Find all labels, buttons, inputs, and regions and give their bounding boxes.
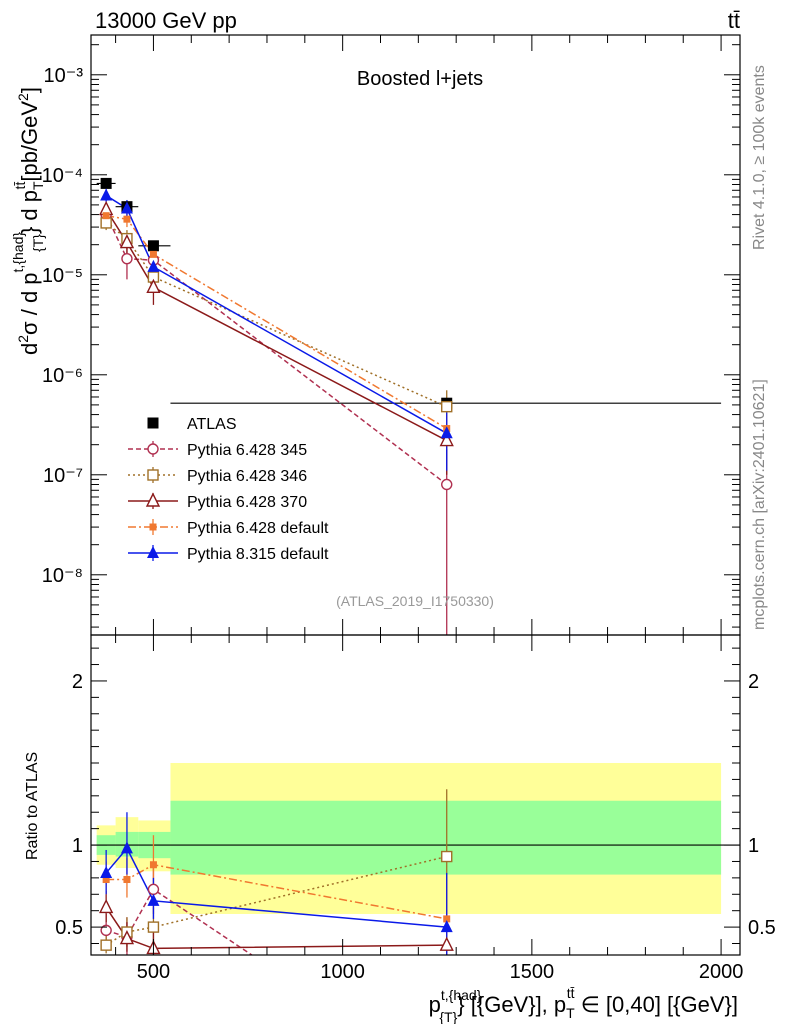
main-ytick-label: 10⁻⁴ xyxy=(42,165,83,187)
main-frame xyxy=(90,34,741,636)
ratio-plot-area xyxy=(91,763,740,955)
ratio-xtick-label: 1500 xyxy=(510,961,555,983)
ratio-ytick-label: 0.5 xyxy=(55,917,83,939)
main-panel: 10⁻³10⁻⁴10⁻⁵10⁻⁶10⁻⁷10⁻⁸ Boosted l+jets … xyxy=(10,34,741,636)
legend-marker xyxy=(145,492,161,507)
ratio-axes: 0.5 0.5 1 1 2 2 500 1000 1500 2000 xyxy=(55,635,776,983)
ratio-series-3-line xyxy=(106,863,447,920)
mcplots-label: mcplots.cern.ch [arXiv:2401.10621] xyxy=(751,379,768,630)
series-2-point xyxy=(100,217,112,229)
series-4-point xyxy=(102,212,110,220)
series-3-point xyxy=(439,431,454,447)
ratio-series-3-point xyxy=(102,876,110,884)
ratio-xtick-label: 1000 xyxy=(320,961,365,983)
ratio-series-3-point xyxy=(443,915,451,923)
legend-marker xyxy=(149,523,157,531)
series-3-line xyxy=(105,209,448,442)
main-plot-area xyxy=(96,177,722,635)
ratio-ytick-label: 1 xyxy=(72,835,83,857)
legend-label: Pythia 6.428 default xyxy=(187,520,329,537)
ratio-series-0-line xyxy=(105,888,253,955)
chart-title: Boosted l+jets xyxy=(357,68,483,90)
series-5-point xyxy=(120,201,133,214)
uncertainty-band-green xyxy=(170,800,722,875)
legend-marker xyxy=(147,546,159,558)
ratio-ylabel: Ratio to ATLAS xyxy=(24,752,41,860)
ratio-series-2-point xyxy=(439,936,454,951)
ratio-series-4-line xyxy=(105,846,447,928)
main-series-group xyxy=(96,177,722,635)
series-1-point xyxy=(441,478,453,491)
ratio-ytick-label: 2 xyxy=(72,671,83,693)
ratio-ytick-label-right: 2 xyxy=(748,671,759,693)
main-ytick-label: 10⁻³ xyxy=(44,65,84,87)
legend-label: Pythia 6.428 370 xyxy=(187,494,307,511)
ratio-series-0-point xyxy=(147,883,160,896)
ratio-series-3-point xyxy=(123,876,131,884)
header-left: 13000 GeV pp xyxy=(95,8,237,33)
series-3-point xyxy=(119,234,135,249)
main-ylabel: d2σ / d pt,{had} {T}} d pTtt̄[pb/GeV2] xyxy=(10,87,46,355)
ratio-series-4-point xyxy=(147,893,160,906)
main-ytick-label: 10⁻⁶ xyxy=(42,365,83,387)
series-5-point xyxy=(147,259,160,272)
ratio-series-0-point xyxy=(100,924,112,937)
main-ytick-label: 10⁻⁵ xyxy=(42,265,83,287)
series-5-point xyxy=(440,426,453,439)
ratio-series-4-point xyxy=(120,841,133,854)
ratio-frame xyxy=(90,634,741,956)
legend-label: Pythia 8.315 default xyxy=(187,546,329,563)
legend-label: Pythia 6.428 346 xyxy=(187,468,307,485)
ratio-xlabel: pt,{had} {T}} [{GeV}], pTtt̄ ∈ [0,40] [{G… xyxy=(429,985,738,1024)
series-2-point xyxy=(441,400,453,413)
series-5-line xyxy=(105,194,448,434)
ratio-ytick-label-right: 0.5 xyxy=(748,917,776,939)
series-4-point xyxy=(149,250,157,258)
main-ytick-label: 10⁻⁸ xyxy=(42,565,83,587)
legend: ATLAS Pythia 6.428 345 Pythia 6.428 346 Pyt… xyxy=(128,416,329,563)
ratio-series-group xyxy=(91,763,740,955)
ratio-series-1-point xyxy=(100,939,112,951)
series-4-point xyxy=(123,215,131,223)
ratio-series-2-point xyxy=(119,930,135,945)
header-right: tt̄ xyxy=(728,8,740,33)
ratio-ytick-label-right: 1 xyxy=(748,835,759,857)
main-ytick-label: 10⁻⁷ xyxy=(43,465,83,487)
legend-label: ATLAS xyxy=(187,416,237,433)
series-1-point xyxy=(121,252,133,265)
ratio-series-4-point xyxy=(440,920,453,933)
main-axes: 10⁻³ 10⁻⁴ 10⁻⁵ 10⁻⁶ 10⁻⁷ 10⁻⁸ xyxy=(42,35,740,635)
ratio-series-1-point xyxy=(147,921,160,933)
watermark: (ATLAS_2019_I1750330) xyxy=(336,593,494,609)
ratio-series-4-point xyxy=(100,865,113,878)
ratio-panel: 0.5 0.5 1 1 2 2 500 1000 1500 2000 Ratio to ATLAS… xyxy=(24,634,776,1024)
ratio-series-2-point xyxy=(99,898,114,914)
series-1-line xyxy=(105,214,448,486)
ratio-series-1-point xyxy=(441,850,453,863)
series-5-point xyxy=(100,188,113,201)
legend-marker xyxy=(147,469,159,481)
ratio-xtick-label: 500 xyxy=(137,961,170,983)
series-0-point xyxy=(100,177,112,189)
series-3-point xyxy=(146,278,161,293)
legend-marker xyxy=(147,417,159,429)
legend-label: Pythia 6.428 345 xyxy=(187,442,307,459)
legend-marker xyxy=(147,443,159,455)
rivet-label: Rivet 4.1.0, ≥ 100k events xyxy=(751,65,768,250)
ratio-series-2-line xyxy=(105,906,447,950)
ratio-series-3-point xyxy=(149,861,157,869)
series-0-point xyxy=(147,240,159,252)
ratio-xtick-label: 2000 xyxy=(699,961,744,983)
